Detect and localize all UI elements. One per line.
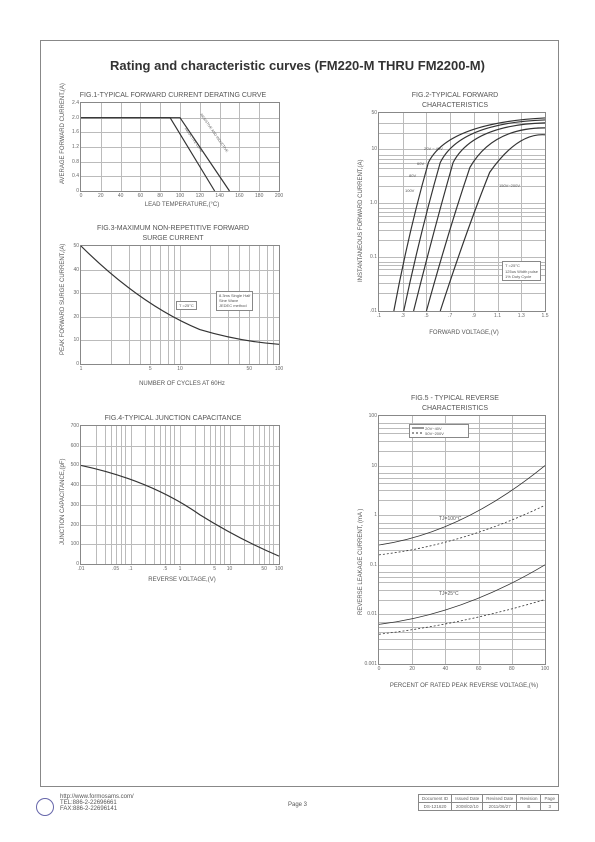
page-number: Page 3	[288, 802, 307, 808]
fig3-ylabel: PEAK FORWARD SURGE CURRENT,(A)	[60, 244, 66, 355]
fig5: FIG.5 - TYPICAL REVERSE CHARACTERISTICS …	[360, 395, 550, 665]
fig1: FIG.1-TYPICAL FORWARD CURRENT DERATING C…	[62, 92, 284, 192]
fig5-ylabel: REVERSE LEAKAGE CURRENT, (mA )	[358, 509, 364, 615]
fig2-ylabel: INSTANTANEOUS FORWARD CURRENT,(A)	[358, 160, 364, 282]
logo-icon	[36, 798, 54, 816]
fig3-title: FIG.3-MAXIMUM NON-REPETITIVE FORWARD	[62, 225, 284, 232]
fig3-xlabel: NUMBER OF CYCLES AT 60Hz	[80, 381, 284, 387]
fig4-xlabel: REVERSE VOLTAGE,(V)	[80, 577, 284, 583]
fig4-plot: 0 100 200 300 400 500 600 700 .01 .05 .1…	[80, 425, 280, 565]
fig5-xlabel: PERCENT OF RATED PEAK REVERSE VOLTAGE,(%…	[378, 683, 550, 689]
fig3-note: T =25°C	[176, 301, 197, 310]
fig1-ylabel: AVERAGE FORWARD CURRENT,(A)	[60, 83, 66, 184]
fig3-plot: T =25°C 8.3ms Single Half Sine Wave JEDE…	[80, 245, 280, 365]
fig5-title2: CHARACTERISTICS	[360, 405, 550, 412]
fig5-plot: 20V~40V 50V~200V TJ=100°C TJ=25°C 0.001 …	[378, 415, 546, 665]
fig1-title: FIG.1-TYPICAL FORWARD CURRENT DERATING C…	[62, 92, 284, 99]
fig1-xlabel: LEAD TEMPERATURE,(°C)	[80, 202, 284, 208]
fig2-note: T =25°C 125us Width pulse 1% Duty Cycle	[502, 261, 541, 281]
footer-table: Document ID Issued Date Revised Date Rev…	[418, 794, 559, 811]
fig4: FIG.4-TYPICAL JUNCTION CAPACITANCE JUNCT…	[62, 415, 284, 565]
fig3-title2: SURGE CURRENT	[62, 235, 284, 242]
fig1-plot: RESISTIVE AND INDUCTIVE INDUCTIVE LOAD 0…	[80, 102, 280, 192]
fig2-title2: CHARACTERISTICS	[360, 102, 550, 109]
fig3: FIG.3-MAXIMUM NON-REPETITIVE FORWARD SUR…	[62, 225, 284, 365]
page-title: Rating and characteristic curves (FM220-…	[0, 58, 595, 73]
fig5-title: FIG.5 - TYPICAL REVERSE	[360, 395, 550, 402]
footer-fax: FAX:886-2-22696141	[60, 806, 134, 812]
fig2-xlabel: FORWARD VOLTAGE,(V)	[378, 330, 550, 336]
fig4-title: FIG.4-TYPICAL JUNCTION CAPACITANCE	[62, 415, 284, 422]
fig3-note2: 8.3ms Single Half Sine Wave JEDEC method	[216, 291, 253, 311]
fig2-title: FIG.2-TYPICAL FORWARD	[360, 92, 550, 99]
fig2: FIG.2-TYPICAL FORWARD CHARACTERISTICS IN…	[360, 92, 550, 312]
fig4-ylabel: JUNCTION CAPACITANCE,(pF)	[60, 459, 66, 545]
footer: http://www.formosams.com/ TEL:886-2-2269…	[36, 794, 559, 824]
fig2-plot: 20V ~ 40V 60V 80V 100V 150V~200V T =25°C…	[378, 112, 546, 312]
